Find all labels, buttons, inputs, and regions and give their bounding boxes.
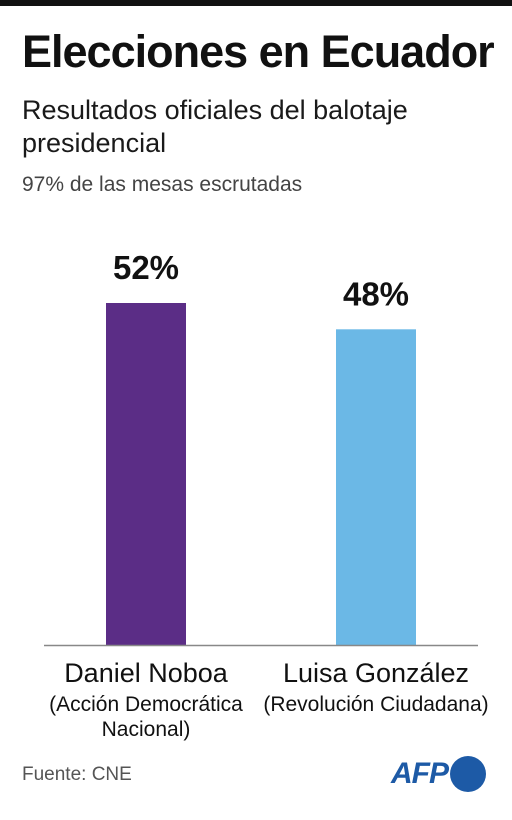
value-label-noboa: 52%: [113, 249, 179, 286]
category-label-noboa: Daniel Noboa: [64, 658, 228, 688]
party-label-noboa: (Acción Democrática Nacional): [49, 693, 243, 741]
bar-chart: 52% 48%: [44, 249, 478, 647]
top-rule: [0, 0, 512, 6]
value-label-gonzalez: 48%: [343, 275, 409, 312]
party-label-gonzalez: (Revolución Ciudadana): [263, 693, 489, 716]
chart-title: Elecciones en Ecuador: [22, 26, 495, 77]
afp-logo-text: AFP: [391, 757, 449, 790]
counting-note: 97% de las mesas escrutadas: [22, 173, 303, 196]
afp-logo: AFP: [391, 756, 486, 792]
chart-subtitle: Resultados oficiales del balotaje presid…: [22, 95, 408, 158]
afp-logo-dot: [450, 756, 486, 792]
source-note: Fuente: CNE: [22, 764, 132, 785]
bar-noboa: [106, 303, 186, 645]
category-label-gonzalez: Luisa González: [282, 658, 470, 688]
bar-gonzalez: [336, 329, 416, 645]
